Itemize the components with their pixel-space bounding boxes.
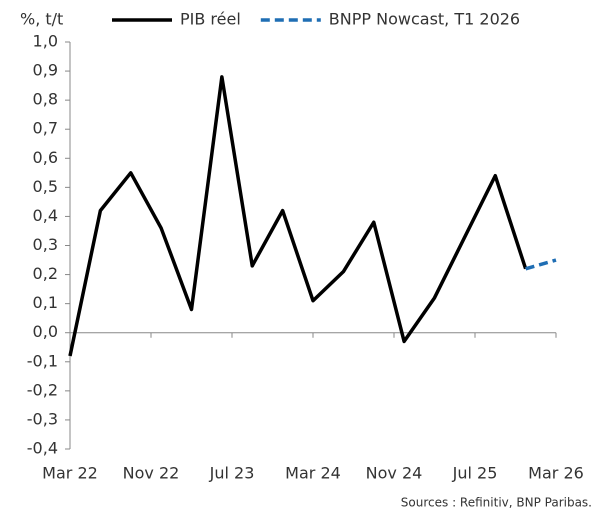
x-tick-label: Jul 25 — [452, 464, 498, 483]
y-tick-label: 0,3 — [33, 235, 58, 254]
x-tick-label: Jul 23 — [209, 464, 255, 483]
y-tick-label: -0,1 — [27, 351, 58, 370]
y-tick-label: 0,6 — [33, 148, 58, 167]
y-tick-label: 0,0 — [33, 322, 58, 341]
x-tick-label: Nov 24 — [366, 464, 423, 483]
y-tick-label: 0,9 — [33, 61, 58, 80]
y-unit-label: %, t/t — [20, 10, 63, 29]
y-tick-label: -0,4 — [27, 439, 58, 458]
legend-label: PIB réel — [180, 10, 241, 29]
series-line — [525, 258, 557, 271]
y-tick-label: 0,1 — [33, 293, 58, 312]
y-tick-label: 0,5 — [33, 177, 58, 196]
y-tick-label: -0,3 — [27, 409, 58, 428]
series-line — [68, 75, 528, 357]
x-tick-label: Mar 22 — [42, 464, 98, 483]
legend-label: BNPP Nowcast, T1 2026 — [329, 10, 520, 29]
x-tick-label: Nov 22 — [123, 464, 180, 483]
source: Sources : Refinitiv, BNP Paribas. — [401, 496, 592, 510]
y-tick-label: 0,7 — [33, 119, 58, 138]
x-tick-label: Mar 24 — [285, 464, 341, 483]
y-tick-label: 0,4 — [33, 206, 58, 225]
y-tick-label: 0,2 — [33, 264, 58, 283]
x-tick-label: Mar 26 — [528, 464, 584, 483]
y-tick-label: 1,0 — [33, 32, 58, 51]
y-tick-label: -0,2 — [27, 380, 58, 399]
y-tick-label: 0,8 — [33, 90, 58, 109]
